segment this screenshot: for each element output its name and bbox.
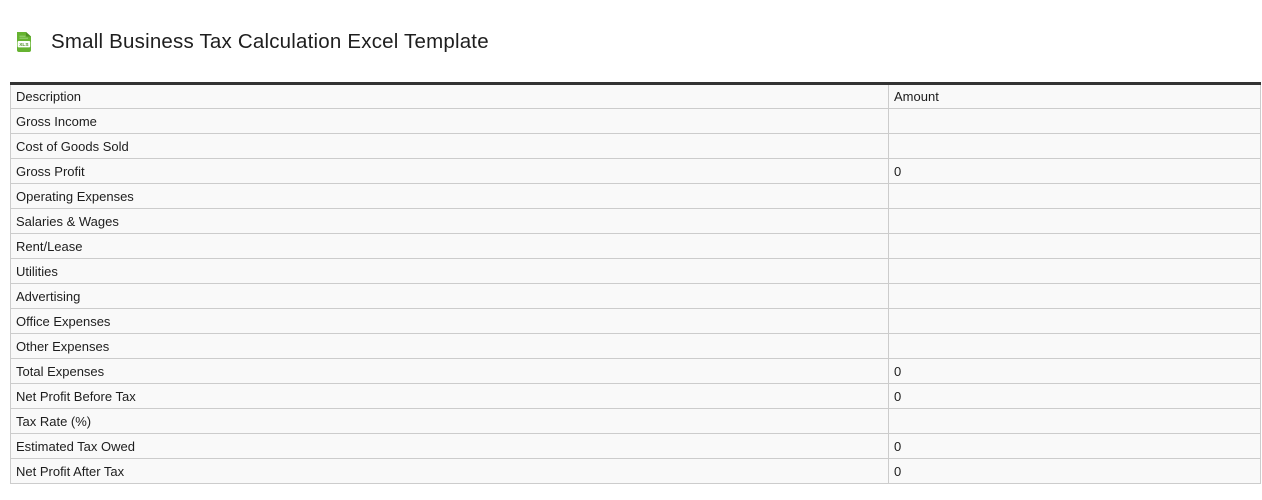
table-row: Estimated Tax Owed 0 bbox=[10, 433, 1261, 459]
table-row: Office Expenses bbox=[10, 308, 1261, 334]
description-cell: Salaries & Wages bbox=[10, 208, 889, 234]
table-row: Tax Rate (%) bbox=[10, 408, 1261, 434]
amount-cell bbox=[888, 108, 1261, 134]
table-row: Utilities bbox=[10, 258, 1261, 284]
table-row: Total Expenses 0 bbox=[10, 358, 1261, 384]
description-cell: Gross Profit bbox=[10, 158, 889, 184]
description-cell: Rent/Lease bbox=[10, 233, 889, 259]
table-row: Operating Expenses bbox=[10, 183, 1261, 209]
description-cell: Other Expenses bbox=[10, 333, 889, 359]
table-row: Net Profit After Tax 0 bbox=[10, 458, 1261, 484]
table-row: Cost of Goods Sold bbox=[10, 133, 1261, 159]
column-header-amount: Amount bbox=[888, 83, 1261, 109]
table-row: Gross Income bbox=[10, 108, 1261, 134]
page-header: XLS Small Business Tax Calculation Excel… bbox=[13, 30, 489, 54]
column-header-description: Description bbox=[10, 83, 889, 109]
description-cell: Advertising bbox=[10, 283, 889, 309]
amount-cell: 0 bbox=[888, 433, 1261, 459]
table-row: Gross Profit 0 bbox=[10, 158, 1261, 184]
amount-cell bbox=[888, 408, 1261, 434]
amount-cell bbox=[888, 308, 1261, 334]
table-row: Rent/Lease bbox=[10, 233, 1261, 259]
amount-cell bbox=[888, 233, 1261, 259]
table-row: Advertising bbox=[10, 283, 1261, 309]
amount-cell bbox=[888, 133, 1261, 159]
amount-cell bbox=[888, 183, 1261, 209]
xls-file-icon: XLS bbox=[13, 31, 34, 53]
description-cell: Cost of Goods Sold bbox=[10, 133, 889, 159]
description-cell: Net Profit Before Tax bbox=[10, 383, 889, 409]
description-cell: Total Expenses bbox=[10, 358, 889, 384]
page-title: Small Business Tax Calculation Excel Tem… bbox=[51, 30, 489, 53]
amount-cell: 0 bbox=[888, 358, 1261, 384]
amount-cell: 0 bbox=[888, 458, 1261, 484]
description-cell: Estimated Tax Owed bbox=[10, 433, 889, 459]
table-row: Net Profit Before Tax 0 bbox=[10, 383, 1261, 409]
table-header-row: Description Amount bbox=[10, 83, 1261, 109]
description-cell: Office Expenses bbox=[10, 308, 889, 334]
description-cell: Tax Rate (%) bbox=[10, 408, 889, 434]
description-cell: Net Profit After Tax bbox=[10, 458, 889, 484]
table-row: Salaries & Wages bbox=[10, 208, 1261, 234]
table-row: Other Expenses bbox=[10, 333, 1261, 359]
description-cell: Operating Expenses bbox=[10, 183, 889, 209]
amount-cell bbox=[888, 333, 1261, 359]
amount-cell: 0 bbox=[888, 383, 1261, 409]
amount-cell bbox=[888, 208, 1261, 234]
amount-cell: 0 bbox=[888, 158, 1261, 184]
amount-cell bbox=[888, 283, 1261, 309]
description-cell: Gross Income bbox=[10, 108, 889, 134]
description-cell: Utilities bbox=[10, 258, 889, 284]
amount-cell bbox=[888, 258, 1261, 284]
tax-calculation-table: Description Amount Gross Income Cost of … bbox=[10, 82, 1261, 484]
xls-icon-label: XLS bbox=[19, 42, 29, 48]
